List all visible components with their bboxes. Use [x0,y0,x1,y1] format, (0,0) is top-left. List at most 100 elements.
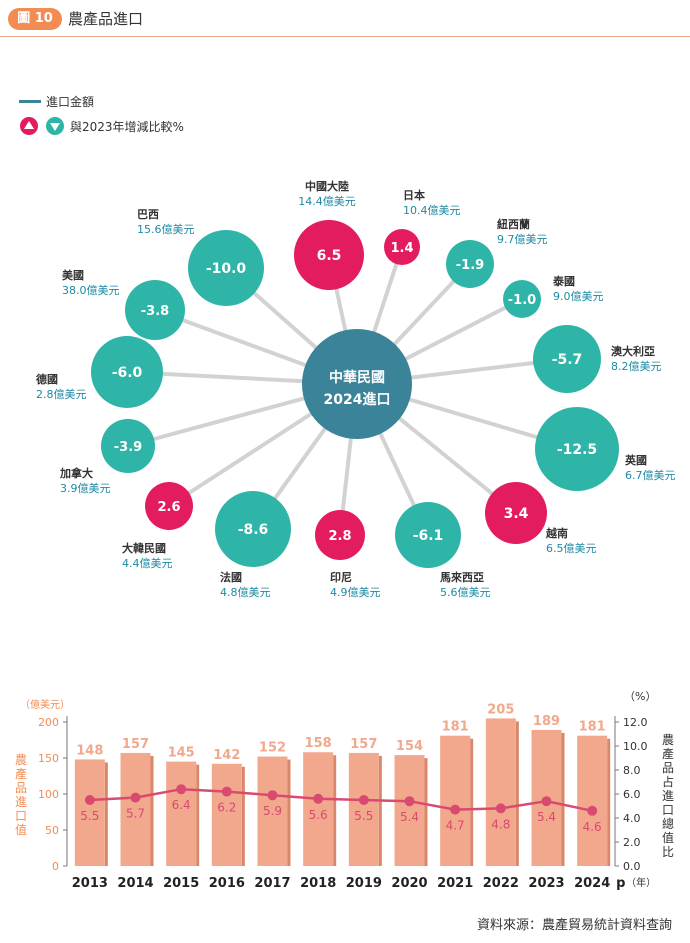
bar-shadow [150,755,154,866]
share-point [358,795,369,805]
bar-shadow [424,758,428,866]
partner-name: 德國 [35,372,58,386]
point-2017: 5.9 [263,790,282,818]
figure-number-badge: 圖 10 [8,8,62,30]
share-value-label: 5.6 [309,808,328,822]
bubble-circle [533,325,601,393]
x-tick-label: 2023 [528,876,564,891]
share-value-label: 4.6 [583,820,602,834]
bubble-circle [125,280,185,340]
point-2023: 5.4 [537,796,556,824]
share-point [587,805,598,816]
bar-shadow [561,732,565,866]
bubble-8: -6.1 馬來西亞 5.6億美元 [395,502,491,599]
bar-value-label: 154 [396,739,423,754]
point-2021: 4.7 [446,804,465,833]
share-point [450,804,461,815]
bubble-change-value: -10.0 [206,261,247,277]
share-value-label: 5.7 [126,807,145,821]
header-rule [0,36,690,37]
share-point [221,786,232,797]
point-2018: 5.6 [309,793,328,822]
x-tick-label: 2019 [346,876,382,891]
bubble-15: -10.0 巴西 15.6億美元 [137,208,264,306]
bar-shadow [378,755,382,866]
share-value-label: 6.2 [217,801,236,815]
partner-name: 紐西蘭 [497,217,530,231]
share-value-label: 5.4 [537,810,556,824]
bar-value-label: 145 [168,746,195,761]
bubble-12: -3.9 加拿大 3.9億美元 [59,419,155,495]
bar-2023: 189 [531,714,565,866]
share-point [84,795,95,805]
bubble-chart: 6.5中國大陸14.4億美元1.4日本10.4億美元-1.9紐西蘭9.7億美元-… [35,179,676,599]
bubble-circle [215,491,291,567]
preliminary-marker: p [616,876,625,891]
share-value-label: 4.7 [446,819,465,833]
share-point [130,792,141,803]
partner-amount: 38.0億美元 [62,284,120,297]
partner-amount: 4.9億美元 [330,586,381,599]
hub-title: 中華民國 [329,369,385,386]
partner-amount: 10.4億美元 [403,204,461,217]
bar [577,735,608,866]
bar-2015: 145 [166,746,200,866]
share-line [89,787,593,813]
right-tick-label: 10.0 [623,740,648,753]
bar-value-label: 189 [533,714,560,729]
partner-name: 日本 [403,188,425,202]
bubble-change-value: -1.0 [508,293,536,308]
bubble-circle [485,482,547,544]
point-2015: 6.4 [172,784,191,812]
share-point [495,803,506,814]
bubble-circle [315,510,365,560]
bubble-circle [446,240,494,288]
partner-name: 美國 [62,268,84,282]
right-tick-label: 0.0 [623,860,641,873]
legend-amount-label: 進口金額 [46,94,94,109]
bar-value-label: 142 [213,748,240,763]
bar-shadow [515,721,519,866]
x-tick-label: 2021 [437,876,473,891]
bubble-change-value: 3.4 [504,506,529,522]
bar-2016: 142 [211,748,245,866]
bubble-circle [384,229,420,265]
bubble-6: -12.5 英國 6.7億美元 [535,407,676,491]
bar-value-label: 181 [579,720,606,735]
bubble-circle [145,482,193,530]
x-tick-label: 2015 [163,876,199,891]
bubble-7: 3.4 越南 6.5億美元 [485,482,597,555]
right-tick-label: 4.0 [623,812,641,825]
bar-2022: 205 [485,702,519,866]
share-value-label: 5.5 [354,809,373,823]
partner-amount: 15.6億美元 [137,223,195,236]
partner-amount: 6.7億美元 [625,469,676,482]
bar-2014: 157 [120,737,154,866]
share-point [176,784,187,795]
bar-value-label: 181 [442,720,469,735]
x-tick-label: 2024 [574,876,610,891]
left-axis-title: 農產品進口值 [15,753,27,837]
right-tick-label: 6.0 [623,788,641,801]
partner-amount: 8.2億美元 [611,360,662,373]
right-axis-unit: （%） [624,690,656,703]
bar-2017: 152 [257,741,291,866]
bar [211,763,242,866]
partner-amount: 4.8億美元 [220,586,271,599]
point-2024: 4.6 [583,805,602,834]
share-points: 5.5 5.7 6.4 6.2 5.9 5.6 5.5 5.4 4.7 4.8 5.4 4.6 [80,784,602,834]
bar-series: 148 157 145 142 152 158 157 154 181 205 189 181 [74,702,611,866]
x-tick-label: 2013 [72,876,108,891]
right-tick-label: 2.0 [623,836,641,849]
bar-shadow [607,738,611,866]
bubble-1: 6.5 中國大陸 14.4億美元 [294,179,364,290]
share-value-label: 5.4 [400,810,419,824]
partner-name: 澳大利亞 [611,344,655,358]
figure-title: 農產品進口 [68,10,144,28]
bubble-change-value: -1.9 [456,258,484,273]
source-note: 資料來源：農產貿易統計資料查詢 [476,918,672,933]
x-tick-label: 2020 [391,876,427,891]
share-point [313,793,324,804]
bar-shadow [287,759,291,866]
